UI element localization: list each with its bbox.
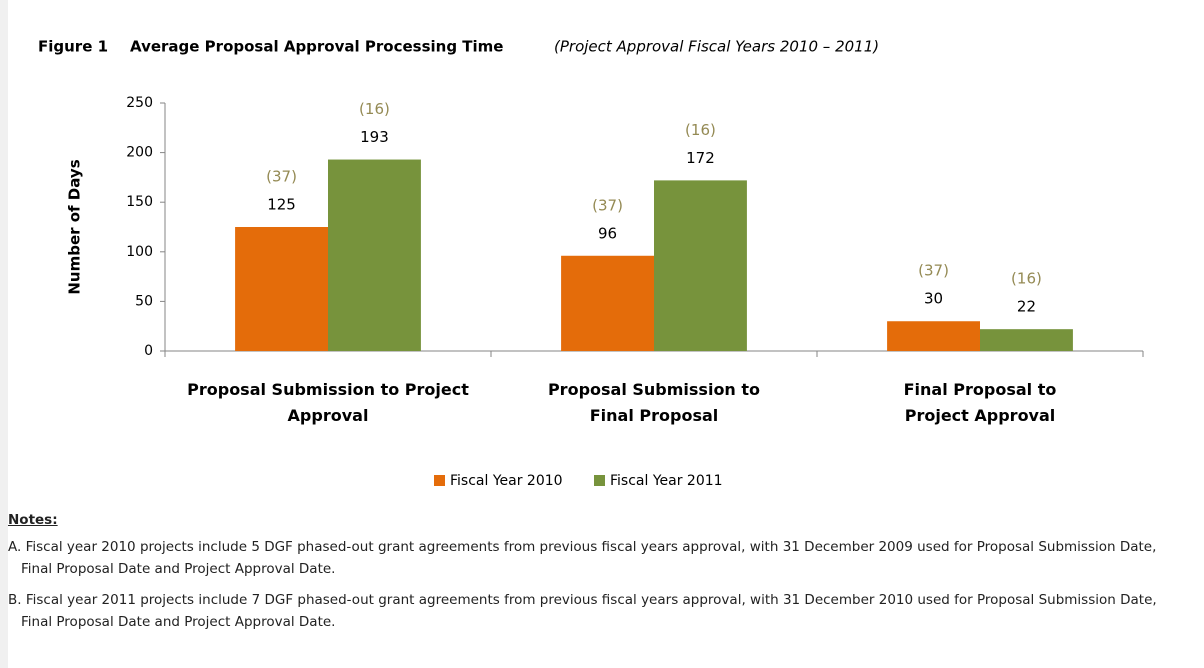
count-label: (16) <box>359 100 390 118</box>
legend-label: Fiscal Year 2011 <box>610 473 723 489</box>
legend-swatch <box>594 475 605 486</box>
x-tick-label: Final Proposal to Project Approval <box>903 380 1057 425</box>
data-label: 125 <box>267 196 296 214</box>
chart-subtitle: (Project Approval Fiscal Years 2010 – 20… <box>554 38 879 56</box>
x-tick-label: Proposal Submission to Final Proposal <box>547 380 761 425</box>
bar <box>887 321 980 351</box>
bar <box>980 329 1073 351</box>
y-tick-label: 200 <box>126 145 153 161</box>
data-label: 22 <box>1017 298 1036 316</box>
y-tick-label: 100 <box>126 244 153 260</box>
y-tick-label: 50 <box>135 293 153 309</box>
y-tick-label: 0 <box>144 343 153 359</box>
legend-swatch <box>434 475 445 486</box>
note-item: B. Fiscal year 2011 projects include 7 D… <box>8 592 1157 630</box>
x-tick-label: Proposal Submission to Project Approval <box>187 380 469 425</box>
note-item: A. Fiscal year 2010 projects include 5 D… <box>8 539 1157 577</box>
y-tick-label: 250 <box>126 95 153 111</box>
chart: Figure 1 Average Proposal Approval Proce… <box>38 38 1144 489</box>
legend-label: Fiscal Year 2010 <box>450 473 563 489</box>
figure-label: Figure 1 <box>38 38 108 56</box>
notes-heading: Notes: <box>8 512 58 528</box>
chart-title: Average Proposal Approval Processing Tim… <box>130 38 503 56</box>
count-label: (37) <box>592 196 623 214</box>
count-label: (37) <box>918 262 949 280</box>
count-label: (16) <box>1011 270 1042 288</box>
bar <box>328 159 421 351</box>
count-label: (37) <box>266 168 297 186</box>
bar <box>561 255 654 351</box>
count-label: (16) <box>685 121 716 139</box>
y-tick-label: 150 <box>126 194 153 210</box>
bar <box>654 180 747 351</box>
data-label: 172 <box>686 149 715 167</box>
y-axis-title: Number of Days <box>66 159 84 294</box>
data-label: 193 <box>360 128 389 146</box>
bar <box>235 227 328 351</box>
data-label: 30 <box>924 290 943 308</box>
notes: Notes: A. Fiscal year 2010 projects incl… <box>8 512 1178 642</box>
data-label: 96 <box>598 224 617 242</box>
